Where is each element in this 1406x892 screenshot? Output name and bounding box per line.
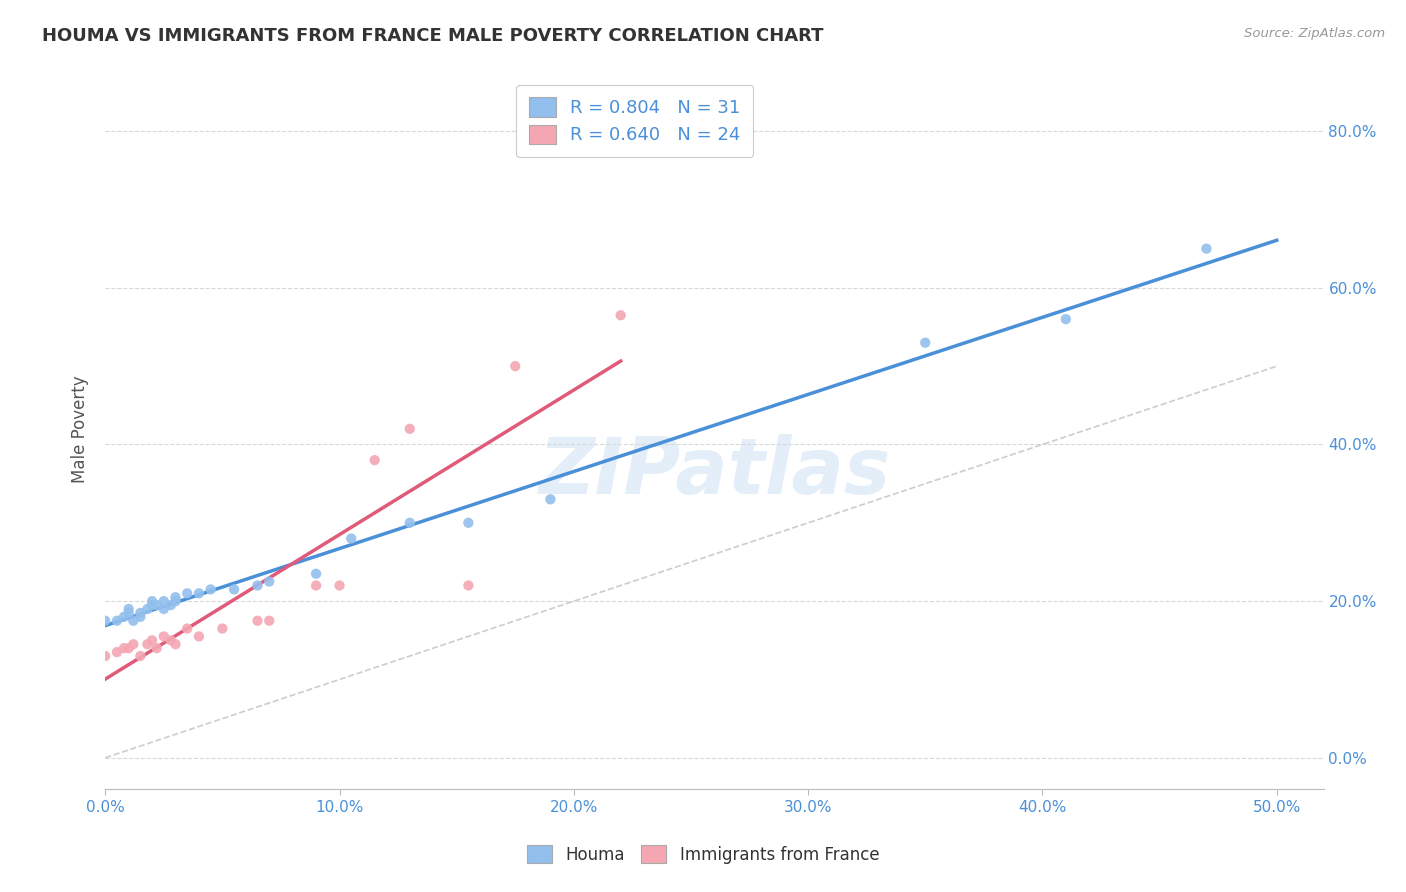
Point [305, 578, 328, 592]
Point [328, 578, 350, 592]
Point [122, 614, 145, 628]
Point [159, 633, 181, 648]
Point [503, 359, 526, 374]
Text: Source: ZipAtlas.com: Source: ZipAtlas.com [1244, 27, 1385, 40]
Point [141, 598, 163, 612]
Point [176, 586, 198, 600]
Point [141, 633, 163, 648]
Point [105, 645, 128, 659]
Point [159, 598, 181, 612]
Point [105, 614, 128, 628]
Point [246, 614, 269, 628]
Point [363, 453, 385, 467]
Point [141, 594, 163, 608]
Point [222, 582, 245, 597]
Point [1054, 312, 1077, 326]
Point [914, 335, 936, 350]
Point [145, 641, 167, 656]
Point [152, 629, 174, 643]
Point [94, 648, 117, 663]
Point [305, 566, 328, 581]
Point [136, 637, 159, 651]
Point [117, 641, 139, 656]
Point [145, 598, 167, 612]
Point [211, 622, 233, 636]
Point [257, 574, 280, 589]
Point [129, 610, 152, 624]
Point [200, 582, 222, 597]
Point [112, 610, 135, 624]
Point [117, 606, 139, 620]
Point [129, 606, 152, 620]
Point [257, 614, 280, 628]
Point [1195, 242, 1218, 256]
Point [122, 637, 145, 651]
Legend: Houma, Immigrants from France: Houma, Immigrants from France [520, 838, 886, 871]
Point [340, 532, 363, 546]
Point [187, 629, 209, 643]
Point [165, 591, 187, 605]
Point [457, 578, 479, 592]
Point [112, 641, 135, 656]
Point [176, 622, 198, 636]
Point [165, 594, 187, 608]
Y-axis label: Male Poverty: Male Poverty [72, 375, 89, 483]
Point [187, 586, 209, 600]
Point [129, 648, 152, 663]
Point [398, 516, 420, 530]
Point [152, 602, 174, 616]
Point [136, 602, 159, 616]
Point [398, 422, 420, 436]
Text: ZIPatlas: ZIPatlas [538, 434, 890, 510]
Point [538, 492, 561, 507]
Legend: R = 0.804   N = 31, R = 0.640   N = 24: R = 0.804 N = 31, R = 0.640 N = 24 [516, 85, 754, 157]
Point [609, 308, 631, 322]
Point [117, 602, 139, 616]
Point [94, 614, 117, 628]
Point [152, 594, 174, 608]
Point [165, 637, 187, 651]
Text: HOUMA VS IMMIGRANTS FROM FRANCE MALE POVERTY CORRELATION CHART: HOUMA VS IMMIGRANTS FROM FRANCE MALE POV… [42, 27, 824, 45]
Point [246, 578, 269, 592]
Point [457, 516, 479, 530]
